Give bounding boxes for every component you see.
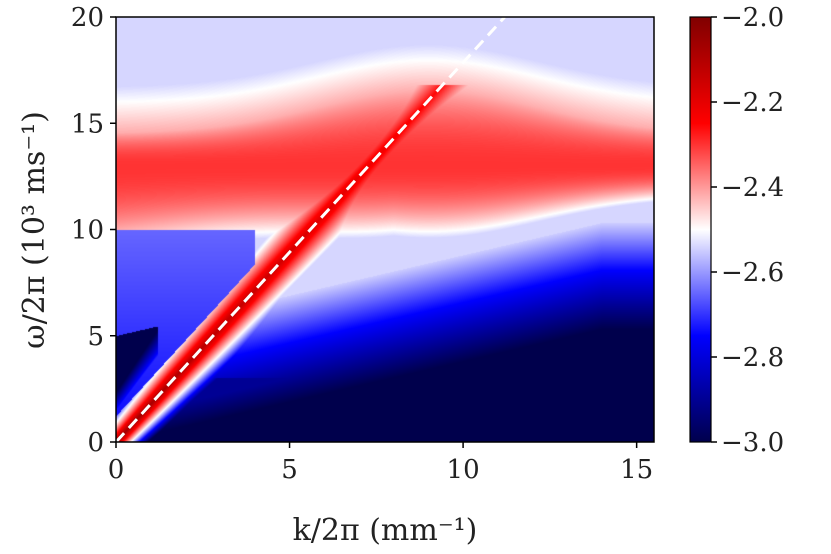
- y-tick-label: 5: [87, 322, 104, 352]
- x-tick-label: 10: [447, 455, 480, 485]
- colorbar-tick-label: −2.0: [721, 3, 784, 33]
- colorbar-tick-label: −3.0: [721, 428, 784, 458]
- y-tick-label: 15: [71, 109, 104, 139]
- colorbar-tick-label: −2.2: [721, 88, 784, 118]
- colorbar-tick-label: −2.6: [721, 258, 784, 288]
- dispersion-line: [116, 17, 506, 442]
- heatmap-area: [116, 17, 654, 442]
- x-tick-label: 0: [108, 455, 125, 485]
- y-tick-label: 20: [71, 3, 104, 33]
- x-axis-label: k/2π (mm⁻¹): [293, 513, 478, 548]
- colorbar-tick-label: −2.4: [721, 173, 784, 203]
- colorbar-ticks: −3.0 −2.8 −2.6 −2.4 −2.2 −2.0: [711, 3, 784, 458]
- y-tick-label: 10: [71, 216, 104, 246]
- x-tick-label: 5: [281, 455, 298, 485]
- colorbar-tick-label: −2.8: [721, 343, 784, 373]
- colorbar: [689, 16, 712, 443]
- y-axis-label: ω/2π (10³ ms⁻¹): [17, 111, 52, 349]
- y-axis: 0 5 10 15 20: [71, 3, 116, 458]
- x-axis: 0 5 10 15: [108, 442, 653, 485]
- y-tick-label: 0: [87, 428, 104, 458]
- x-tick-label: 15: [620, 455, 653, 485]
